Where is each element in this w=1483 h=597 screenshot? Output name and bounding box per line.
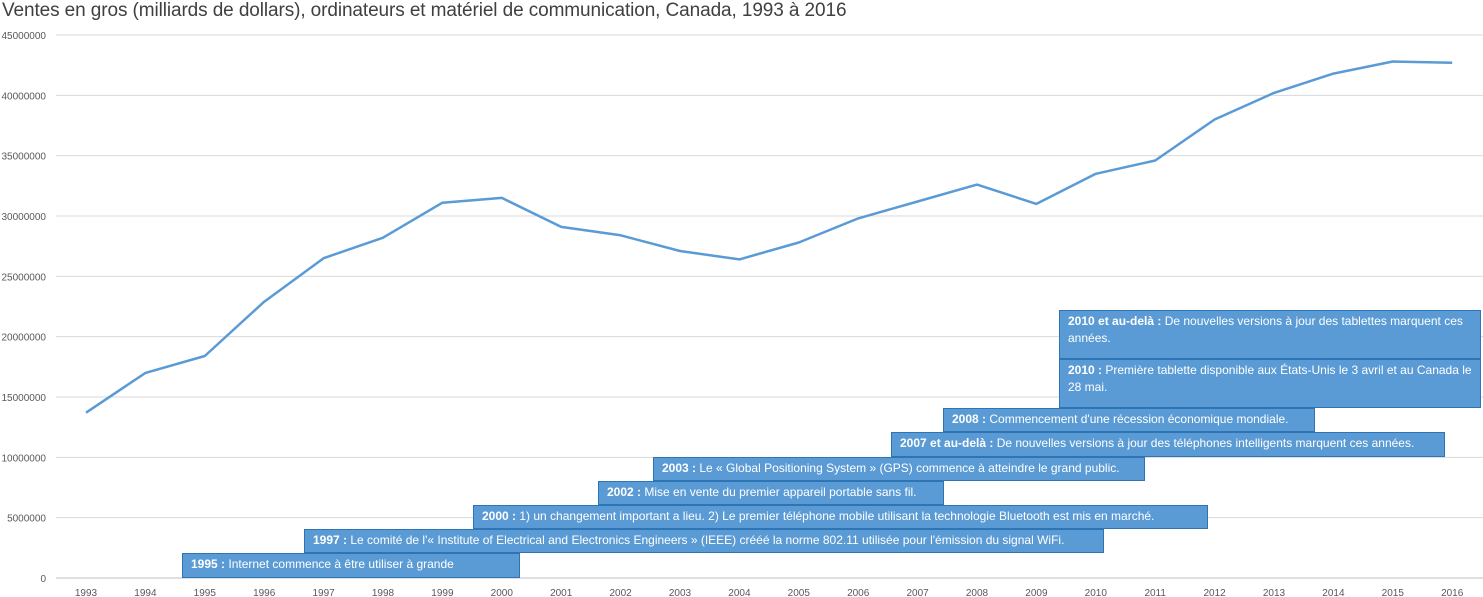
annotation-text: De nouvelles versions à jour des télépho… xyxy=(993,436,1415,450)
x-tick-label: 2005 xyxy=(788,588,811,597)
annotation-year: 2003 : xyxy=(662,461,697,475)
y-tick-label: 40000000 xyxy=(2,91,47,102)
x-tick-label: 2016 xyxy=(1441,588,1464,597)
annotation-text: De nouvelles versions à jour des tablett… xyxy=(1068,314,1463,345)
annotation-year: 2008 : xyxy=(952,412,987,426)
x-tick-label: 2009 xyxy=(1025,588,1048,597)
annotation-year: 2002 : xyxy=(607,485,642,499)
x-tick-label: 1994 xyxy=(134,588,157,597)
annotation-2002: 2002 : Mise en vente du premier appareil… xyxy=(598,481,944,505)
x-tick-label: 2002 xyxy=(609,588,632,597)
x-tick-label: 2000 xyxy=(491,588,514,597)
annotation-2008: 2008 : Commencement d'une récession écon… xyxy=(943,408,1315,432)
y-tick-label: 15000000 xyxy=(2,393,47,404)
x-tick-label: 2006 xyxy=(847,588,870,597)
annotation-2010-and-beyond: 2010 et au-delà : De nouvelles versions … xyxy=(1059,310,1481,359)
x-tick-label: 2007 xyxy=(906,588,929,597)
annotation-year: 1995 : xyxy=(191,557,226,571)
x-tick-label: 2008 xyxy=(966,588,989,597)
annotation-2003: 2003 : Le « Global Positioning System » … xyxy=(653,457,1145,481)
x-tick-label: 2012 xyxy=(1203,588,1226,597)
annotation-2000: 2000 : 1) un changement important a lieu… xyxy=(473,505,1208,529)
annotation-text: Commencement d'une récession économique … xyxy=(986,412,1289,426)
annotation-year: 2010 : xyxy=(1068,363,1103,377)
y-tick-label: 25000000 xyxy=(2,272,47,283)
annotation-2007: 2007 et au-delà : De nouvelles versions … xyxy=(891,432,1445,457)
x-tick-label: 2001 xyxy=(550,588,573,597)
x-tick-label: 1998 xyxy=(372,588,395,597)
annotation-year: 2007 et au-delà : xyxy=(900,436,994,450)
annotation-2010: 2010 : Première tablette disponible aux … xyxy=(1059,359,1481,408)
annotation-year: 1997 : xyxy=(313,533,348,547)
chart-title: Ventes en gros (milliards de dollars), o… xyxy=(2,0,847,21)
annotation-1995: 1995 : Internet commence à être utiliser… xyxy=(182,553,520,578)
x-tick-label: 2004 xyxy=(728,588,751,597)
annotation-text: 1) un changement important a lieu. 2) Le… xyxy=(516,509,1155,523)
y-tick-label: 5000000 xyxy=(7,514,46,525)
x-tick-label: 2015 xyxy=(1382,588,1405,597)
y-tick-label: 20000000 xyxy=(2,333,47,344)
y-tick-label: 10000000 xyxy=(2,453,47,464)
series-line xyxy=(85,60,1453,414)
annotation-year: 2010 et au-delà : xyxy=(1068,314,1162,328)
annotation-text: Internet commence à être utiliser à gran… xyxy=(225,557,454,571)
x-tick-label: 2013 xyxy=(1263,588,1286,597)
y-tick-label: 0 xyxy=(40,574,46,585)
annotation-text: Le comité de l'« Institute of Electrical… xyxy=(347,533,1065,547)
x-tick-label: 1996 xyxy=(253,588,276,597)
annotation-text: Le « Global Positioning System » (GPS) c… xyxy=(696,461,1120,475)
x-tick-label: 2014 xyxy=(1322,588,1345,597)
annotation-text: Première tablette disponible aux États-U… xyxy=(1068,363,1472,394)
y-tick-label: 45000000 xyxy=(2,31,47,42)
x-tick-label: 1993 xyxy=(75,588,98,597)
x-tick-label: 1997 xyxy=(312,588,335,597)
y-tick-label: 35000000 xyxy=(2,152,47,163)
annotation-year: 2000 : xyxy=(482,509,517,523)
x-tick-label: 2010 xyxy=(1085,588,1108,597)
x-tick-label: 1999 xyxy=(431,588,454,597)
annotation-text: Mise en vente du premier appareil portab… xyxy=(641,485,917,499)
y-tick-label: 30000000 xyxy=(2,212,47,223)
annotation-1997: 1997 : Le comité de l'« Institute of Ele… xyxy=(304,529,1104,553)
x-tick-label: 2003 xyxy=(669,588,692,597)
x-tick-label: 2011 xyxy=(1144,588,1166,597)
x-tick-label: 1995 xyxy=(194,588,217,597)
